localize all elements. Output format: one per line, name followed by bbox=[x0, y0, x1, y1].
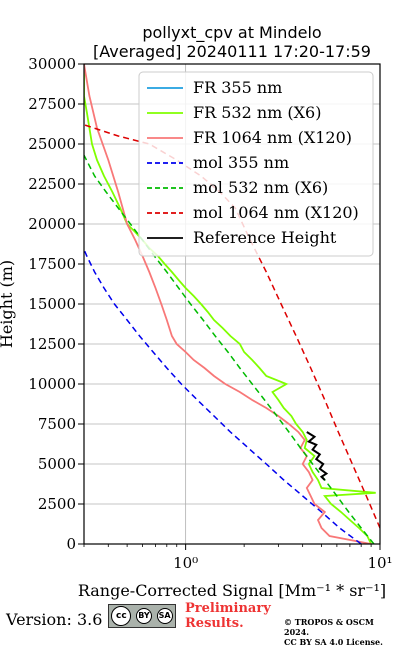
y-tick-label: 27500 bbox=[28, 95, 76, 113]
copyright-notice: © TROPOS & OSCM 2024. CC BY SA 4.0 Licen… bbox=[284, 617, 400, 647]
x-tick-label: 10⁰ bbox=[173, 554, 198, 572]
y-tick-label: 17500 bbox=[28, 255, 76, 273]
legend-label-0: FR 355 nm bbox=[193, 78, 282, 97]
chart-title: pollyxt_cpv at Mindelo bbox=[142, 23, 321, 43]
x-tick-label: 10¹ bbox=[367, 554, 392, 572]
legend-label-2: FR 1064 nm (X120) bbox=[193, 128, 352, 147]
legend-label-4: mol 532 nm (X6) bbox=[193, 178, 328, 197]
series-line-2 bbox=[84, 64, 372, 544]
y-tick-label: 12500 bbox=[28, 335, 76, 353]
y-tick-label: 0 bbox=[66, 535, 76, 553]
series-line-5 bbox=[84, 124, 380, 529]
preliminary-line2: Results. bbox=[185, 616, 244, 631]
y-tick-label: 20000 bbox=[28, 215, 76, 233]
legend-label-3: mol 355 nm bbox=[193, 153, 289, 172]
y-tick-label: 10000 bbox=[28, 375, 76, 393]
y-tick-label: 5000 bbox=[38, 455, 76, 473]
x-axis-label: Range-Corrected Signal [Mm⁻¹ * sr⁻¹] bbox=[78, 581, 386, 600]
cc-icon: cc bbox=[111, 606, 132, 626]
chart-subtitle: [Averaged] 20240111 17:20-17:59 bbox=[93, 42, 371, 61]
legend-box bbox=[138, 71, 374, 257]
y-tick-label: 25000 bbox=[28, 135, 76, 153]
cc-license-badge[interactable]: cc BY SA bbox=[108, 604, 176, 628]
axis-ticks: 0 2500 5000 7500 10000 12500 15000 17500 20000 22… bbox=[28, 55, 392, 572]
y-tick-label: 2500 bbox=[38, 495, 76, 513]
series-layer bbox=[84, 64, 380, 544]
y-tick-label: 22500 bbox=[28, 175, 76, 193]
series-line-1 bbox=[84, 64, 376, 544]
series-line-3 bbox=[84, 249, 362, 544]
copyright-line1: © TROPOS & OSCM 2024. bbox=[284, 617, 374, 637]
y-tick-label: 30000 bbox=[28, 55, 76, 73]
series-line-6 bbox=[306, 431, 329, 481]
y-tick-label: 15000 bbox=[28, 295, 76, 313]
legend: FR 355 nm FR 532 nm (X6) FR 1064 nm (X120)… bbox=[138, 71, 374, 257]
legend-label-1: FR 532 nm (X6) bbox=[193, 103, 321, 122]
y-axis-label: Height (m) bbox=[0, 260, 16, 348]
sa-icon: SA bbox=[156, 608, 173, 624]
version-label: Version: 3.6 bbox=[6, 610, 103, 629]
copyright-line2: CC BY SA 4.0 License. bbox=[284, 637, 383, 647]
lidar-chart: pollyxt_cpv at Mindelo [Averaged] 202401… bbox=[0, 23, 393, 600]
preliminary-line1: Preliminary bbox=[185, 601, 271, 616]
legend-label-6: Reference Height bbox=[193, 228, 337, 247]
by-icon: BY bbox=[135, 608, 152, 624]
preliminary-notice: Preliminary Results. bbox=[185, 601, 271, 631]
legend-label-5: mol 1064 nm (X120) bbox=[193, 203, 359, 222]
y-tick-label: 7500 bbox=[38, 415, 76, 433]
